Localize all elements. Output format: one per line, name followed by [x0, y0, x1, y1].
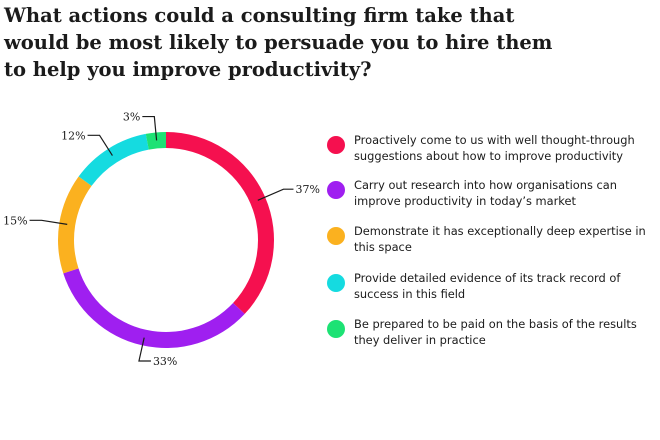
value-label-paid-on-results: 3%: [123, 111, 140, 124]
value-labels: 37% 33% 15% 12% 3%: [3, 111, 320, 368]
legend-swatch: [327, 136, 345, 154]
legend-swatch: [327, 227, 345, 245]
leader-line-paid-on-results: [142, 115, 158, 141]
legend-label: Demonstrate it has exceptionally deep ex…: [354, 224, 646, 254]
value-label-expertise: 15%: [3, 214, 27, 227]
value-label-track-record: 12%: [61, 129, 85, 142]
chart-title: What actions could a consulting firm tak…: [4, 4, 553, 81]
leader-line-research: [138, 337, 151, 362]
legend-item-paid-on-results: Be prepared to be paid on the basis of t…: [327, 317, 660, 357]
slice-proactive: [166, 132, 274, 314]
legend-swatch: [327, 274, 345, 292]
legend-item-track-record: Provide detailed evidence of its track r…: [327, 271, 660, 311]
legend-swatch: [327, 320, 345, 338]
slice-research: [63, 268, 245, 348]
slice-expertise: [58, 176, 92, 274]
leader-line-proactive: [257, 188, 294, 201]
leader-line-expertise: [29, 219, 68, 225]
donut-chart: 37% 33% 15% 12% 3%: [3, 111, 320, 368]
legend-item-research: Carry out research into how organisation…: [327, 178, 660, 218]
legend-label: Be prepared to be paid on the basis of t…: [354, 317, 637, 347]
value-label-research: 33%: [153, 355, 177, 368]
legend-swatch: [327, 181, 345, 199]
legend-label: Proactively come to us with well thought…: [354, 133, 635, 163]
leader-line-track-record: [87, 134, 113, 156]
legend-label: Carry out research into how organisation…: [354, 178, 617, 208]
legend-item-expertise: Demonstrate it has exceptionally deep ex…: [327, 224, 660, 264]
donut-slices: [58, 132, 274, 348]
slice-paid-on-results: [145, 132, 166, 150]
slice-track-record: [78, 133, 149, 186]
legend-label: Provide detailed evidence of its track r…: [354, 271, 621, 301]
legend-item-proactive: Proactively come to us with well thought…: [327, 133, 660, 173]
value-label-proactive: 37%: [295, 183, 319, 196]
